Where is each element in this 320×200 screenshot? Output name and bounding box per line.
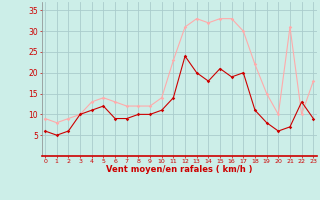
X-axis label: Vent moyen/en rafales ( km/h ): Vent moyen/en rafales ( km/h )	[106, 165, 252, 174]
